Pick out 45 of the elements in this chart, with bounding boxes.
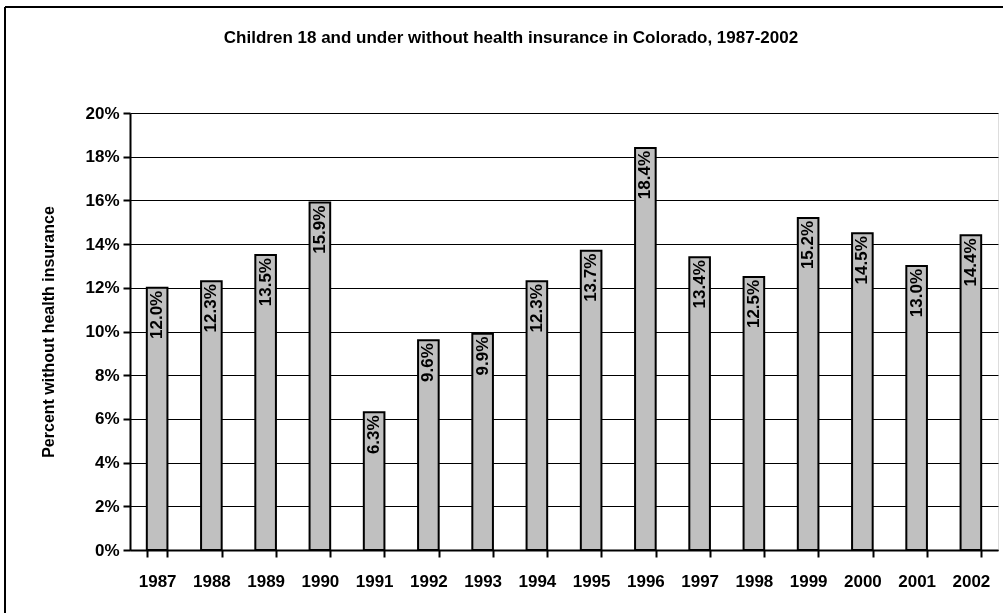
y-tick-label: 18% — [85, 147, 120, 167]
y-tick-label: 12% — [85, 278, 120, 298]
y-tick-label: 0% — [94, 540, 120, 560]
x-tick-label: 1987 — [138, 571, 177, 591]
x-tick-label: 1988 — [192, 571, 231, 591]
y-tick-label: 2% — [94, 496, 120, 516]
x-tick-label: 1995 — [572, 571, 611, 591]
x-tick-label: 1993 — [464, 571, 503, 591]
x-tick-label: 2001 — [898, 571, 937, 591]
x-tick-label: 1990 — [301, 571, 340, 591]
data-label: 13.0% — [906, 268, 926, 318]
data-label: 9.6% — [418, 343, 438, 382]
data-label: 12.3% — [201, 284, 221, 333]
x-tick-label: 1998 — [735, 571, 774, 591]
x-tick-label: 2000 — [843, 571, 882, 591]
y-tick-label: 4% — [94, 453, 120, 473]
data-label: 6.3% — [364, 415, 384, 455]
y-tick-label: 14% — [85, 234, 120, 254]
data-label: 14.5% — [852, 236, 872, 285]
data-label: 9.9% — [472, 336, 492, 376]
data-label: 12.5% — [743, 279, 763, 329]
data-label: 13.7% — [581, 253, 601, 302]
data-label: 14.4% — [960, 238, 980, 287]
x-tick-label: 1996 — [626, 571, 665, 591]
y-axis-title: Percent without health insurance — [40, 206, 58, 458]
data-label: 12.3% — [526, 284, 546, 333]
x-tick-label: 1992 — [409, 571, 448, 591]
y-tick-label: 20% — [85, 103, 120, 123]
data-label: 18.4% — [635, 150, 655, 200]
x-tick-label: 2002 — [952, 571, 991, 591]
chart-title: Children 18 and under without health insurance in Colorado, 1987-2002 — [223, 28, 799, 47]
x-tick-label: 1994 — [518, 571, 557, 591]
data-label: 15.2% — [798, 220, 818, 270]
y-tick-label: 6% — [94, 409, 120, 429]
data-label: 12.0% — [147, 290, 167, 339]
y-tick-label: 16% — [85, 190, 120, 210]
data-label: 13.5% — [255, 258, 275, 307]
data-label: 13.4% — [689, 260, 709, 309]
x-tick-label: 1999 — [789, 571, 828, 591]
x-tick-label: 1997 — [681, 571, 720, 591]
y-tick-label: 8% — [94, 365, 120, 385]
x-tick-label: 1991 — [355, 571, 394, 591]
x-tick-label: 1989 — [247, 571, 286, 591]
y-tick-label: 10% — [85, 322, 120, 341]
data-label: 15.9% — [309, 205, 329, 254]
